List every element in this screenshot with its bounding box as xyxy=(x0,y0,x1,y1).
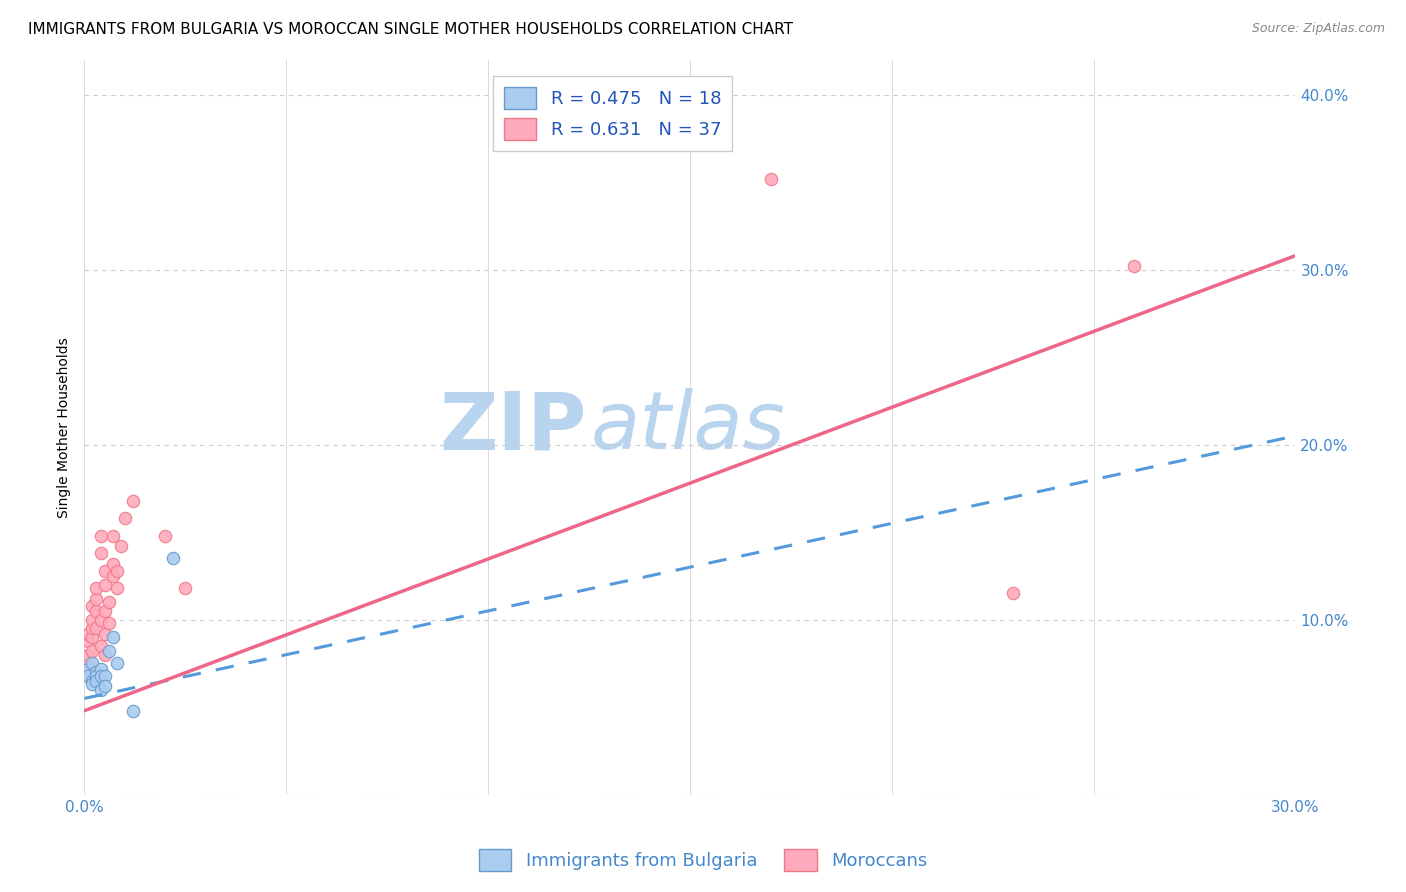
Point xyxy=(93,648,115,662)
Point xyxy=(89,546,111,560)
Point xyxy=(121,704,143,718)
Point xyxy=(121,493,143,508)
Point xyxy=(174,581,197,595)
Point xyxy=(82,657,104,671)
Point xyxy=(82,613,104,627)
Point xyxy=(97,595,120,609)
Point xyxy=(77,657,100,671)
Point xyxy=(93,668,115,682)
Text: atlas: atlas xyxy=(591,388,786,467)
Point xyxy=(86,622,108,636)
Point xyxy=(1123,259,1146,273)
Point xyxy=(77,626,100,640)
Y-axis label: Single Mother Households: Single Mother Households xyxy=(58,337,72,517)
Point xyxy=(89,529,111,543)
Point xyxy=(77,668,100,682)
Point xyxy=(101,569,124,583)
Point xyxy=(86,604,108,618)
Point xyxy=(101,557,124,571)
Point xyxy=(101,529,124,543)
Point xyxy=(105,581,128,595)
Point xyxy=(82,673,104,688)
Point xyxy=(114,511,136,525)
Point xyxy=(86,581,108,595)
Point xyxy=(77,633,100,648)
Point xyxy=(110,539,132,553)
Point xyxy=(86,668,108,682)
Point xyxy=(86,665,108,680)
Point xyxy=(82,644,104,658)
Point xyxy=(77,648,100,662)
Text: IMMIGRANTS FROM BULGARIA VS MOROCCAN SINGLE MOTHER HOUSEHOLDS CORRELATION CHART: IMMIGRANTS FROM BULGARIA VS MOROCCAN SIN… xyxy=(28,22,793,37)
Point xyxy=(77,662,100,676)
Legend: Immigrants from Bulgaria, Moroccans: Immigrants from Bulgaria, Moroccans xyxy=(471,842,935,879)
Point xyxy=(89,613,111,627)
Point xyxy=(759,171,782,186)
Point xyxy=(93,564,115,578)
Legend: R = 0.475   N = 18, R = 0.631   N = 37: R = 0.475 N = 18, R = 0.631 N = 37 xyxy=(494,76,733,151)
Point xyxy=(1001,586,1024,600)
Text: Source: ZipAtlas.com: Source: ZipAtlas.com xyxy=(1251,22,1385,36)
Point xyxy=(101,630,124,644)
Point xyxy=(82,599,104,613)
Point xyxy=(89,682,111,697)
Point xyxy=(89,662,111,676)
Point xyxy=(82,622,104,636)
Point xyxy=(82,630,104,644)
Point xyxy=(86,591,108,606)
Point xyxy=(105,564,128,578)
Point xyxy=(93,679,115,693)
Point xyxy=(93,626,115,640)
Point xyxy=(93,577,115,591)
Point xyxy=(97,616,120,631)
Point xyxy=(162,551,184,566)
Point xyxy=(153,529,176,543)
Point xyxy=(97,644,120,658)
Point xyxy=(105,657,128,671)
Text: ZIP: ZIP xyxy=(440,388,586,467)
Point xyxy=(86,673,108,688)
Point xyxy=(93,604,115,618)
Point xyxy=(89,668,111,682)
Point xyxy=(82,677,104,691)
Point xyxy=(89,639,111,653)
